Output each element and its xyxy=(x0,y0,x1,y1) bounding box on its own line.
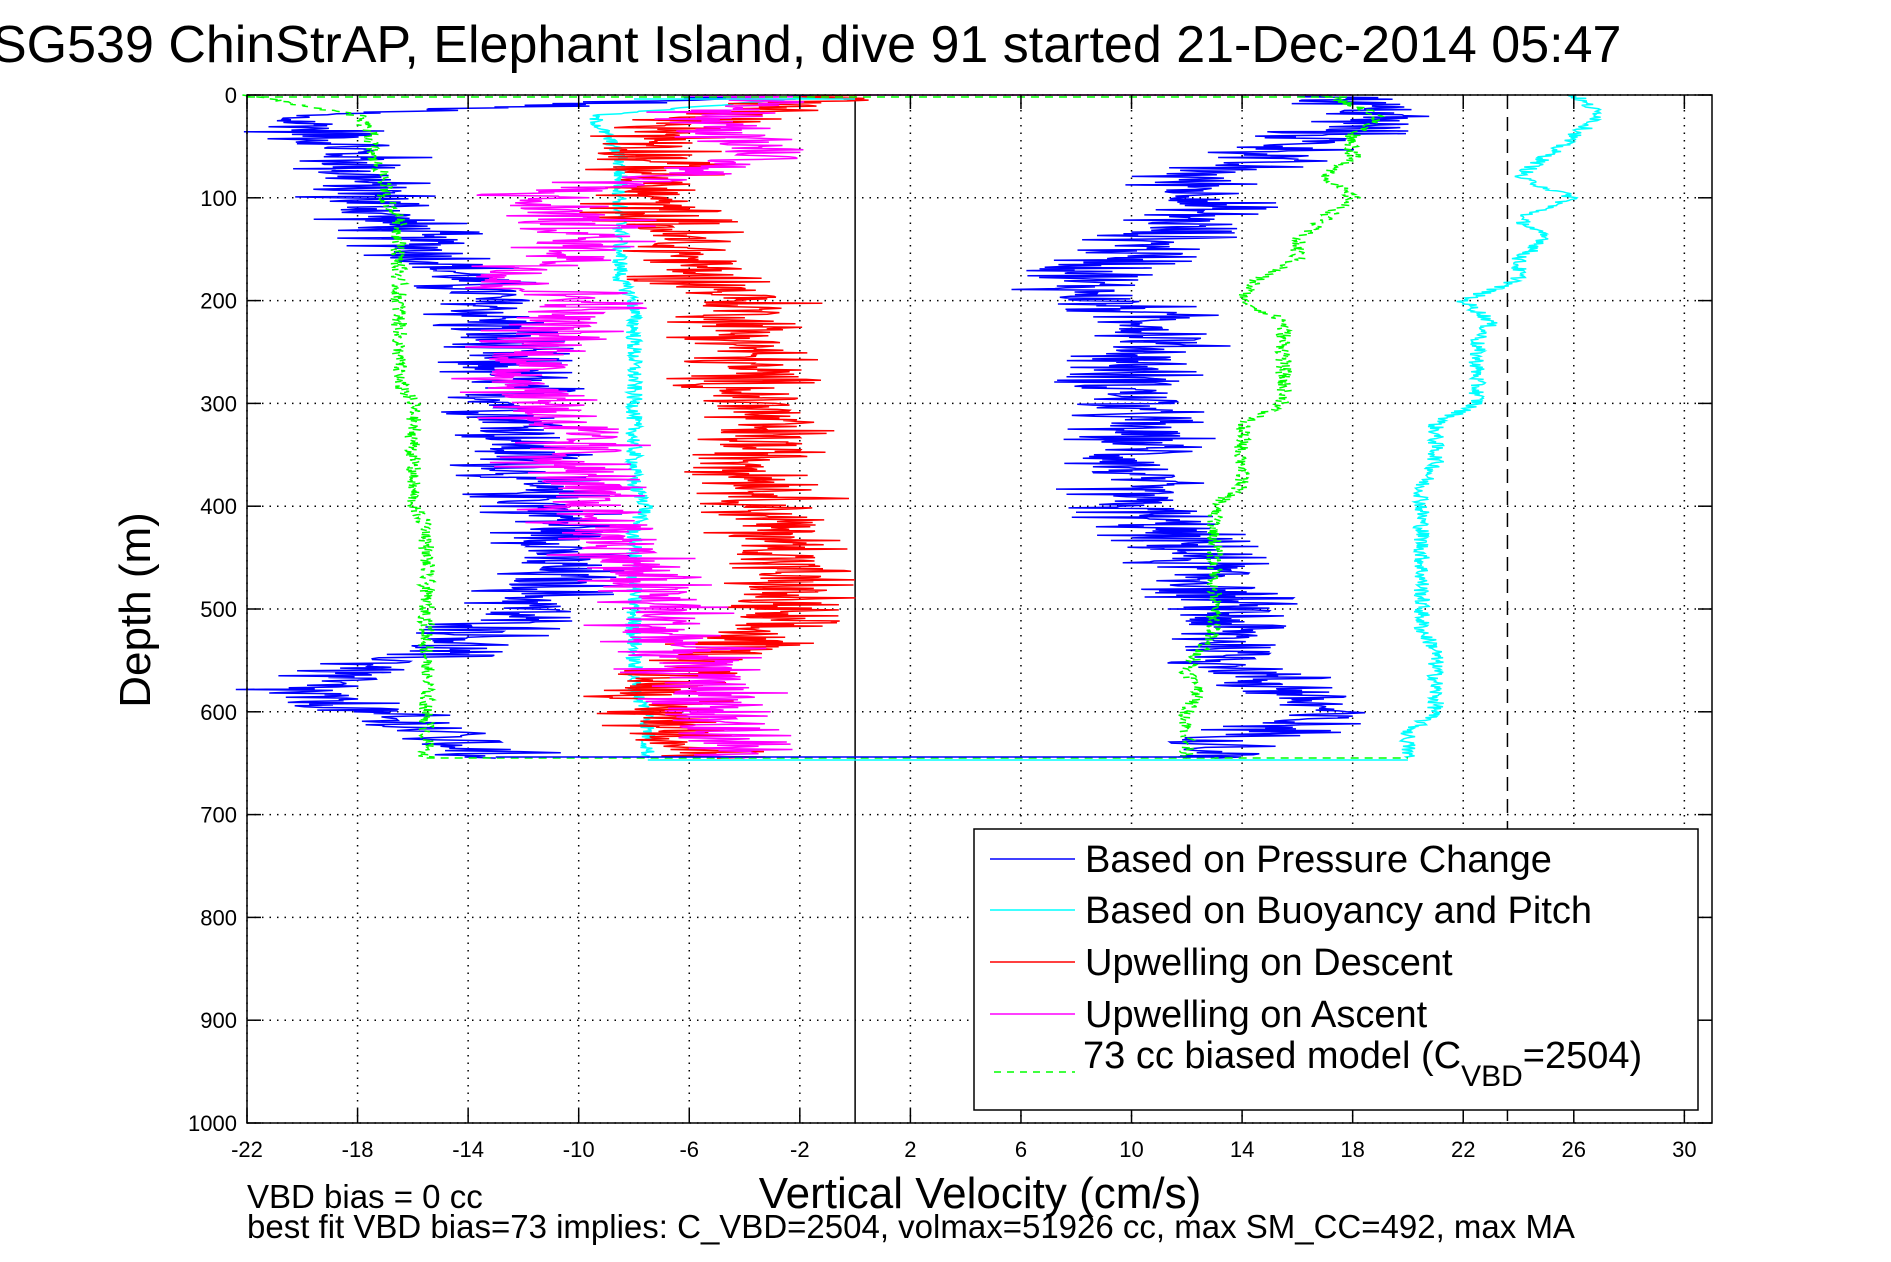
y-tick-label: 1000 xyxy=(188,1111,237,1136)
y-tick-label: 300 xyxy=(200,391,237,416)
series-line-upwelling-on-descent xyxy=(579,94,871,759)
legend-box xyxy=(973,828,1699,1111)
best-fit-annotation: best fit VBD bias=73 implies: C_VBD=2504… xyxy=(247,1208,1575,1245)
x-tick-label: -6 xyxy=(679,1137,699,1162)
legend-label-pressure-change: Based on Pressure Change xyxy=(1085,839,1552,881)
chart-title: SG539 ChinStrAP, Elephant Island, dive 9… xyxy=(0,16,1621,74)
x-tick-label: 14 xyxy=(1230,1137,1254,1162)
legend-label-buoyancy-pitch: Based on Buoyancy and Pitch xyxy=(1085,890,1592,932)
y-tick-label: 600 xyxy=(200,700,237,725)
x-tick-label: 30 xyxy=(1672,1137,1696,1162)
legend-label-upwelling-ascent: Upwelling on Ascent xyxy=(1085,994,1428,1036)
x-tick-label: 6 xyxy=(1015,1137,1027,1162)
x-tick-label: -10 xyxy=(563,1137,595,1162)
y-tick-label: 700 xyxy=(200,803,237,828)
y-tick-label: 100 xyxy=(200,186,237,211)
legend: Based on Pressure Change Based on Buoyan… xyxy=(973,828,1699,1111)
x-tick-label: 18 xyxy=(1340,1137,1364,1162)
x-tick-label: -2 xyxy=(790,1137,810,1162)
series-line-based-on-buoyancy-and-pitch-ascent xyxy=(1398,94,1603,759)
y-tick-label: 900 xyxy=(200,1008,237,1033)
x-axis-label: Vertical Velocity (cm/s) xyxy=(759,1169,1202,1218)
series-line-upwelling-on-ascent xyxy=(451,94,805,759)
y-tick-label: 0 xyxy=(225,83,237,108)
y-tick-label: 800 xyxy=(200,905,237,930)
axis-ticks: -22 -18 -14 -10 -6 -2 2 6 10 14 18 22 26 300100200300… xyxy=(188,83,1712,1162)
y-tick-label: 200 xyxy=(200,289,237,314)
x-tick-label: 26 xyxy=(1562,1137,1586,1162)
legend-label-biased-model-main: 73 cc biased model (C xyxy=(1083,1035,1461,1077)
y-axis-label: Depth (m) xyxy=(111,512,160,708)
x-tick-label: 22 xyxy=(1451,1137,1475,1162)
legend-label-biased-model-subscript: VBD xyxy=(1461,1060,1523,1093)
x-tick-label: -14 xyxy=(452,1137,484,1162)
x-tick-label: -18 xyxy=(342,1137,374,1162)
y-tick-label: 400 xyxy=(200,494,237,519)
y-tick-label: 500 xyxy=(200,597,237,622)
x-tick-label: -22 xyxy=(231,1137,263,1162)
legend-label-biased-model: 73 cc biased model (CVBD=2504) xyxy=(1083,1035,1642,1093)
series-line-based-on-pressure-change-ascent xyxy=(1011,94,1430,759)
vbd-bias-annotation: VBD bias = 0 cc xyxy=(247,1178,483,1215)
x-tick-label: 2 xyxy=(904,1137,916,1162)
reference-lines xyxy=(854,95,1509,1123)
legend-label-biased-model-end: =2504) xyxy=(1523,1035,1642,1077)
series-line-73-cc-biased-model-descent xyxy=(242,94,437,759)
x-tick-label: 10 xyxy=(1119,1137,1143,1162)
legend-label-upwelling-descent: Upwelling on Descent xyxy=(1085,942,1453,984)
